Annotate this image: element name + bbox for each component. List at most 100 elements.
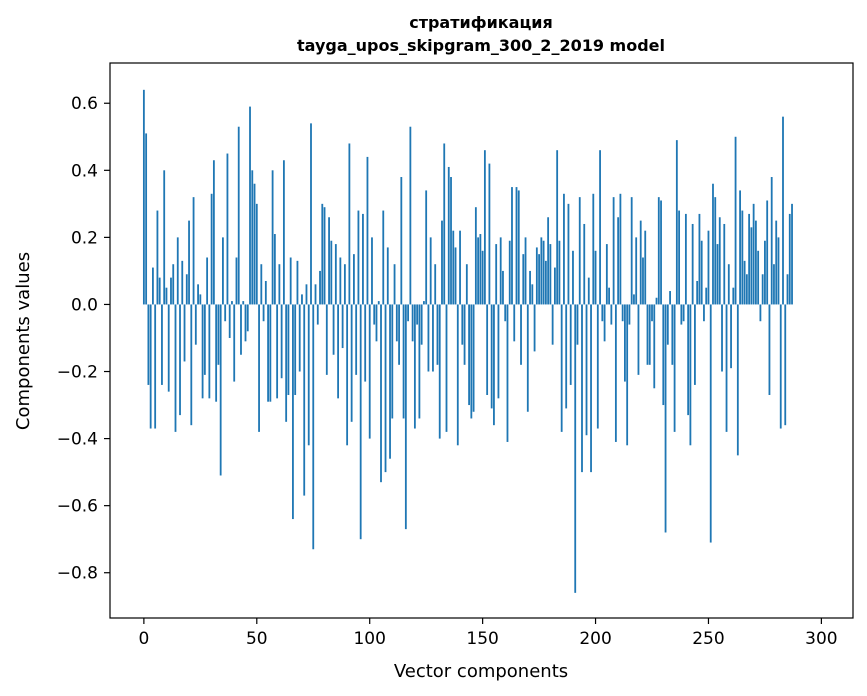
bar (212, 160, 215, 305)
y-tick-label: −0.4 (57, 430, 98, 450)
bar (413, 304, 416, 429)
bar (779, 304, 782, 429)
y-tick-label: −0.2 (57, 363, 98, 383)
bar (170, 277, 172, 305)
bar (506, 304, 509, 442)
x-axis-ticks: 0 50 100 150 200 250 300 (138, 618, 838, 649)
bar (262, 304, 265, 322)
bar (273, 234, 276, 305)
bar (441, 220, 443, 305)
bar (208, 304, 211, 399)
bar (748, 213, 751, 305)
bar (576, 304, 579, 345)
bar (203, 304, 206, 375)
bar (172, 264, 175, 305)
bar (380, 304, 382, 483)
bar (637, 304, 640, 375)
bar (669, 291, 671, 305)
bar (452, 230, 455, 305)
bar (350, 304, 353, 422)
x-tick-label: 300 (805, 629, 837, 649)
bar (398, 304, 400, 365)
bar (732, 287, 735, 305)
bar (786, 274, 789, 305)
bar (734, 136, 737, 305)
bar (601, 304, 604, 322)
bar (660, 200, 662, 305)
bar (226, 153, 229, 305)
bar (581, 304, 583, 473)
bar (246, 304, 249, 332)
bar (696, 280, 699, 305)
bar (743, 260, 746, 305)
bar (558, 240, 561, 305)
bar (673, 304, 676, 432)
bar (391, 304, 394, 419)
bar (766, 200, 769, 305)
bar (712, 183, 714, 305)
bar (303, 304, 306, 496)
bar (343, 264, 346, 305)
bar (770, 177, 773, 305)
bar (678, 210, 681, 305)
bar (296, 260, 299, 305)
bar (549, 244, 552, 305)
bar (447, 166, 450, 305)
bar (217, 304, 220, 365)
bar (341, 304, 344, 349)
bar (411, 304, 414, 342)
bar (443, 143, 446, 305)
bar (574, 304, 577, 593)
bar (244, 304, 247, 342)
bar (782, 116, 784, 305)
bar (456, 304, 459, 446)
bar (544, 260, 547, 305)
bar (382, 210, 385, 305)
bar (429, 237, 432, 305)
bar (255, 203, 258, 305)
bar (664, 304, 667, 533)
bar (357, 210, 360, 305)
bar (483, 150, 486, 305)
bar (684, 213, 687, 305)
bar (538, 254, 540, 305)
bar (709, 304, 712, 543)
bar (409, 126, 412, 305)
bar (386, 247, 389, 305)
bar (375, 304, 378, 342)
bar (470, 304, 473, 419)
bar (206, 257, 209, 305)
bar (520, 304, 522, 365)
bar (610, 304, 613, 325)
bar (420, 304, 423, 345)
bar (167, 304, 170, 392)
bar (222, 237, 224, 305)
bar (251, 170, 254, 305)
bar (614, 304, 617, 442)
bar (754, 220, 757, 305)
bar (181, 260, 184, 305)
bar (585, 304, 588, 436)
bar (310, 123, 312, 305)
bar (368, 304, 371, 439)
bar (642, 257, 644, 305)
bar (759, 304, 762, 322)
bar (605, 244, 608, 305)
bar (298, 304, 301, 372)
bar (777, 237, 780, 305)
bar (314, 284, 317, 305)
bar (705, 287, 708, 305)
bar (258, 304, 260, 432)
bar (784, 304, 787, 426)
bar (508, 240, 511, 305)
bar (499, 237, 502, 305)
bar (703, 304, 705, 322)
bar (535, 247, 538, 305)
bar (511, 187, 513, 305)
bar (725, 304, 728, 432)
bar (179, 304, 181, 416)
bar (395, 304, 398, 342)
bar (301, 294, 303, 305)
bar (551, 304, 554, 345)
bar (332, 304, 335, 355)
